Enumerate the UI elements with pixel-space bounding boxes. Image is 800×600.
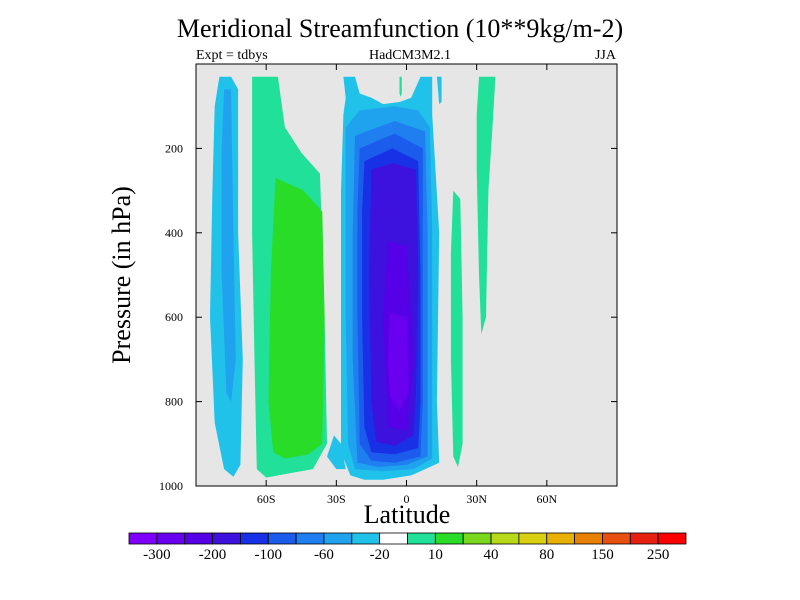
colorbar-box <box>574 532 603 545</box>
x-tick-label: 0 <box>404 492 410 506</box>
colorbar-label: 40 <box>484 547 499 563</box>
y-tick-label: 400 <box>165 226 183 240</box>
colorbar-box <box>434 532 464 545</box>
colorbar-label: -300 <box>143 547 171 563</box>
colorbar-label: 10 <box>428 547 443 563</box>
contour-region-12 <box>387 313 409 410</box>
colorbar-box <box>602 532 631 545</box>
colorbar-box <box>267 532 297 545</box>
colorbar-label: -60 <box>314 547 334 563</box>
contour-region-13 <box>436 76 442 105</box>
x-tick-label: 60N <box>536 492 557 506</box>
colorbar-label: 250 <box>647 547 670 563</box>
chart-subtitle-model: HadCM3M2.1 <box>368 48 452 63</box>
colorbar-box <box>184 532 213 545</box>
contour-region-1 <box>221 89 236 402</box>
colorbar-box <box>490 532 520 545</box>
x-tick-label: 60S <box>257 492 276 506</box>
contour-region-16 <box>476 76 496 335</box>
colorbar-box <box>657 532 687 545</box>
colorbar-box <box>212 532 241 545</box>
colorbar-box <box>128 532 158 545</box>
colorbar-label: 80 <box>539 547 554 563</box>
chart-title: Meridional Streamfunction (10**9kg/m-2) <box>176 14 624 43</box>
colorbar-label: -100 <box>255 547 283 563</box>
colorbar-box <box>351 532 381 545</box>
contour-region-3 <box>268 177 325 459</box>
y-tick-label: 600 <box>165 310 183 324</box>
colorbar-box <box>629 532 659 545</box>
colorbar-label: 150 <box>591 547 614 563</box>
colorbar-box <box>407 532 436 545</box>
colorbar-box <box>295 532 325 545</box>
x-axis-label: Latitude <box>363 500 451 529</box>
contour-region-4 <box>327 435 346 470</box>
contour-region-15 <box>450 190 463 467</box>
colorbar-box <box>518 532 548 545</box>
colorbar-label: -20 <box>370 547 390 563</box>
x-tick-label: 30N <box>466 492 487 506</box>
chart-subtitle-experiment: Expt = tdbys <box>196 48 268 63</box>
x-tick-label: 30S <box>327 492 346 506</box>
colorbar-box <box>239 532 269 545</box>
y-tick-label: 200 <box>165 141 183 155</box>
chart-subtitle-season: JJA <box>594 48 616 63</box>
y-tick-label: 1000 <box>159 479 183 493</box>
contour-region-14 <box>399 76 402 97</box>
colorbar-label: -200 <box>199 547 227 563</box>
colorbar-box <box>156 532 186 545</box>
colorbar-box <box>546 532 576 545</box>
colorbar-box <box>462 532 492 545</box>
colorbar-box <box>323 532 353 545</box>
y-tick-label: 800 <box>165 395 183 409</box>
colorbar-box <box>379 532 408 545</box>
